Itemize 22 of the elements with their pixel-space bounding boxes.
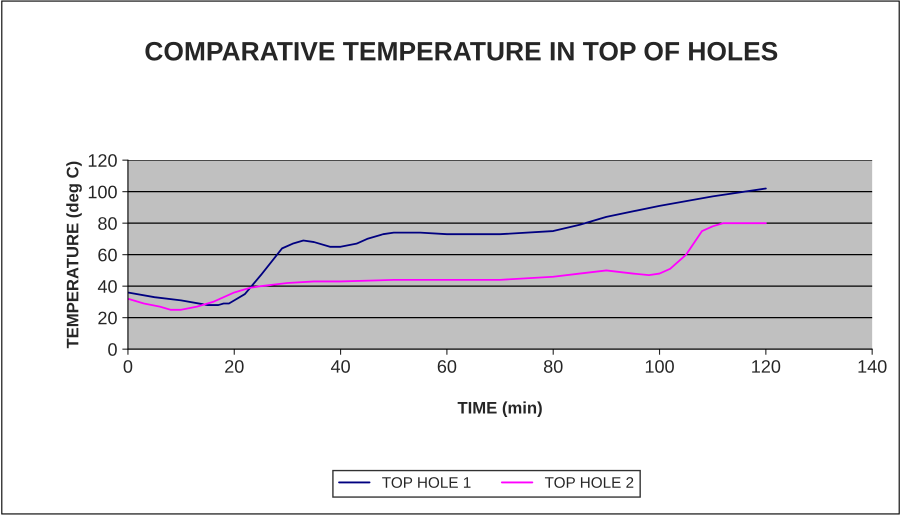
x-tick-label: 20 <box>225 360 244 373</box>
y-tick-label: 80 <box>98 217 117 230</box>
y-tick-label: 60 <box>98 248 117 262</box>
x-tick-label: 40 <box>330 360 350 373</box>
chart-title: COMPARATIVE TEMPERATURE IN TOP OF HOLES <box>145 42 778 61</box>
y-tick-label: 40 <box>98 280 117 293</box>
y-tick-label: 0 <box>108 343 117 356</box>
x-tick-label: 80 <box>544 360 563 373</box>
x-tick-label: 0 <box>124 360 132 373</box>
y-tick-label: 100 <box>88 186 117 198</box>
legend-label: TOP HOLE 1 <box>382 477 471 488</box>
line-series <box>128 222 767 311</box>
x-tick-label: 140 <box>858 360 887 373</box>
x-tick-label: 60 <box>438 360 456 373</box>
legend-label: TOP HOLE 2 <box>544 477 634 488</box>
x-tick-label: 100 <box>646 360 674 373</box>
x-tick-label: 120 <box>752 360 780 373</box>
y-tick-label: 120 <box>88 154 117 167</box>
y-tick-label: 20 <box>98 312 117 324</box>
y-axis-title: TEMPERATURE (deg C) <box>66 162 82 348</box>
line-series <box>128 188 767 306</box>
x-axis-title: TIME (min) <box>458 401 542 417</box>
